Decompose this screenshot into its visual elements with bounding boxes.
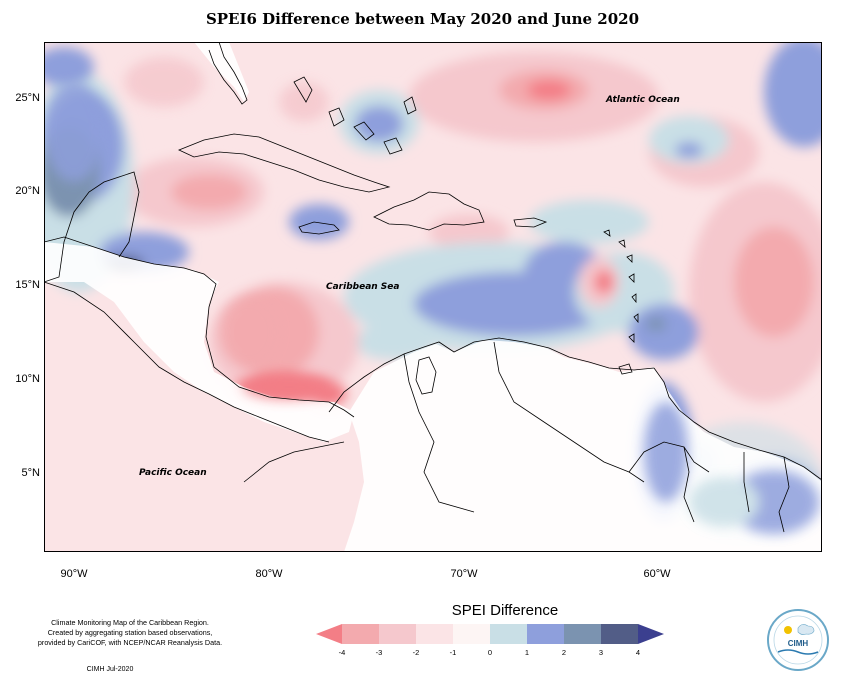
logo-ring — [767, 609, 829, 671]
x-tick-60w: 60°W — [643, 568, 671, 580]
sun-icon — [784, 626, 792, 634]
colorbar-tick-label: 2 — [561, 648, 567, 657]
logo-inner-ring — [773, 615, 823, 665]
spei-map — [44, 42, 822, 552]
colorbar-segment — [527, 624, 564, 644]
colorbar-tick-label: 3 — [598, 648, 604, 657]
map-title: SPEI6 Difference between May 2020 and Ju… — [205, 10, 640, 28]
legend-title: SPEI Difference — [451, 602, 559, 619]
spei-field — [44, 42, 822, 542]
x-tick-80w: 80°W — [255, 568, 283, 580]
colorbar-extend-high — [638, 624, 664, 644]
y-tick-5n: 5°N — [21, 467, 40, 479]
credits-line-3: provided by CariCOF, with NCEP/NCAR Rean… — [37, 638, 223, 647]
colorbar-tick-label: 4 — [635, 648, 641, 657]
colorbar-tick-label: -1 — [449, 648, 457, 657]
colorbar-segment — [601, 624, 638, 644]
logo-text: CIMH — [788, 639, 809, 648]
credits-line-1: Climate Monitoring Map of the Caribbean … — [51, 618, 209, 627]
colorbar-segment — [416, 624, 453, 644]
cimh-logo: CIMH — [767, 609, 829, 671]
colorbar-segment — [379, 624, 416, 644]
label-caribbean-sea: Caribbean Sea — [326, 282, 400, 292]
x-tick-90w: 90°W — [60, 568, 88, 580]
colorbar-tick-label: -2 — [412, 648, 420, 657]
label-pacific-ocean: Pacific Ocean — [139, 468, 207, 478]
colorbar-tick-label: 0 — [487, 648, 493, 657]
credits: Climate Monitoring Map of the Caribbean … — [0, 618, 260, 648]
florida-land — [194, 42, 249, 102]
y-tick-15n: 15°N — [15, 279, 40, 291]
colorbar-segment — [453, 624, 490, 644]
y-tick-25n: 25°N — [15, 92, 40, 104]
coastlines — [44, 42, 822, 533]
colorbar — [316, 624, 664, 644]
colorbar-tick-label: 1 — [524, 648, 530, 657]
colorbar-tick-label: -4 — [338, 648, 346, 657]
y-tick-10n: 10°N — [15, 373, 40, 385]
x-tick-70w: 70°W — [450, 568, 478, 580]
credits-line-2: Created by aggregating station based obs… — [47, 628, 213, 637]
label-atlantic-ocean: Atlantic Ocean — [606, 95, 680, 105]
colorbar-segment — [342, 624, 379, 644]
colorbar-tick-label: -3 — [375, 648, 383, 657]
map-frame — [44, 42, 822, 552]
colorbar-segment — [490, 624, 527, 644]
central-america-land — [44, 242, 354, 442]
y-tick-20n: 20°N — [15, 185, 40, 197]
colorbar-segment — [564, 624, 601, 644]
cloud-icon — [797, 624, 815, 635]
wave-icon — [777, 649, 819, 655]
credits-date: CIMH Jul-2020 — [86, 666, 134, 673]
colorbar-extend-low — [316, 624, 342, 644]
